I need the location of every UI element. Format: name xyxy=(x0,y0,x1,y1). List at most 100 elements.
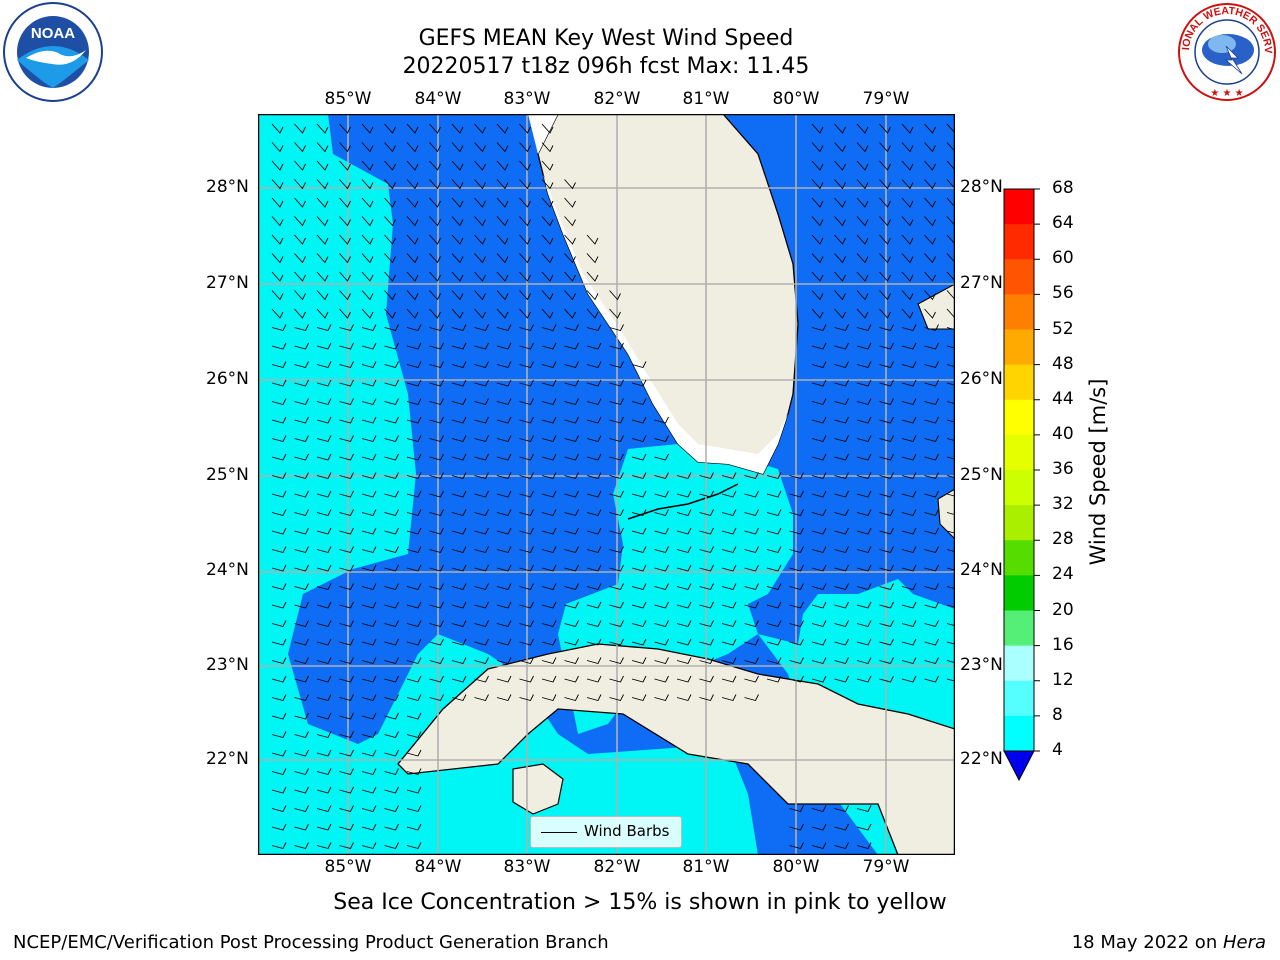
wind-barb xyxy=(271,416,287,424)
wind-barb xyxy=(811,342,827,350)
wind-barb xyxy=(924,361,939,369)
lat-label-left: 26°N xyxy=(206,369,249,389)
wind-barb xyxy=(924,620,939,628)
wind-barb xyxy=(811,308,824,319)
wind-barb xyxy=(316,308,329,319)
wind-barb xyxy=(474,564,489,572)
wind-barb xyxy=(429,216,441,227)
wind-barb xyxy=(406,490,422,498)
wind-barb xyxy=(789,805,804,813)
wind-barb xyxy=(384,601,399,609)
wind-barb xyxy=(361,638,377,646)
wind-barb xyxy=(879,620,894,628)
colorbar-tick-label: 44 xyxy=(1052,388,1074,409)
wind-barb xyxy=(361,805,377,813)
wind-barb xyxy=(946,604,955,608)
wind-barb xyxy=(294,731,309,739)
wind-barb xyxy=(946,549,955,553)
wind-barb xyxy=(834,490,849,498)
wind-barb xyxy=(429,435,444,443)
wind-barb xyxy=(474,583,489,591)
wind-barb xyxy=(564,342,579,350)
wind-barb xyxy=(879,253,891,264)
wind-barb xyxy=(339,361,354,369)
wind-barb xyxy=(879,601,894,609)
wind-barb xyxy=(316,546,332,554)
wind-barb xyxy=(429,253,441,264)
wind-barb xyxy=(699,694,714,702)
wind-barb xyxy=(429,546,444,554)
wind-barb xyxy=(294,435,309,443)
colorbar-cell xyxy=(1004,259,1034,295)
wind-barb xyxy=(496,657,512,665)
wind-barb xyxy=(564,253,576,264)
wind-barb xyxy=(901,253,914,264)
wind-barb xyxy=(564,564,579,572)
wind-barb xyxy=(834,361,849,369)
wind-barb xyxy=(406,197,419,208)
colorbar-cell xyxy=(1004,610,1034,647)
wind-barb xyxy=(316,805,332,813)
wind-barb xyxy=(811,361,827,369)
wind-barb xyxy=(316,398,332,406)
wind-barb xyxy=(339,749,354,757)
wind-barb xyxy=(721,601,737,609)
wind-barb xyxy=(631,583,647,591)
wind-barb xyxy=(586,290,599,301)
wind-barb xyxy=(271,179,284,190)
wind-barb xyxy=(766,638,782,646)
lat-label-right: 23°N xyxy=(960,655,1003,675)
wind-barb xyxy=(451,583,467,591)
colorbar-tick-label: 60 xyxy=(1052,248,1074,269)
wind-barb xyxy=(384,786,399,794)
wind-barb xyxy=(924,601,939,609)
wind-barb xyxy=(609,583,624,591)
wind-barb xyxy=(271,123,284,134)
colorbar-tick-label: 16 xyxy=(1052,634,1074,655)
wind-barb xyxy=(361,308,374,319)
wind-barb xyxy=(429,638,444,646)
wind-barb xyxy=(856,416,872,424)
wind-barb xyxy=(946,438,955,442)
wind-barb xyxy=(834,638,849,646)
wind-barb xyxy=(564,453,579,461)
wind-barb xyxy=(474,601,489,609)
wind-barb xyxy=(451,342,467,350)
wind-barb xyxy=(294,271,306,282)
wind-barb xyxy=(316,142,329,153)
map-legend: Wind Barbs xyxy=(530,816,682,848)
wind-barb xyxy=(294,823,309,831)
wind-barb xyxy=(339,490,354,498)
wind-barb xyxy=(879,675,894,683)
wind-barb xyxy=(496,453,512,461)
wind-barb xyxy=(294,234,306,245)
wind-barb xyxy=(879,564,894,572)
wind-barb xyxy=(811,271,824,282)
wind-barb xyxy=(384,657,399,665)
wind-barb xyxy=(361,694,377,702)
wind-barb xyxy=(879,308,891,319)
wind-barb xyxy=(789,823,804,831)
wind-barb xyxy=(564,509,579,517)
wind-barb xyxy=(564,638,579,646)
wind-barb xyxy=(879,179,891,190)
wind-barb xyxy=(834,453,849,461)
wind-barb xyxy=(946,419,955,423)
wind-barb xyxy=(811,657,827,665)
wind-barb xyxy=(339,472,354,480)
wind-barb xyxy=(834,823,849,831)
colorbar-tick-label: 8 xyxy=(1052,704,1063,725)
wind-barb xyxy=(406,546,422,554)
wind-barb xyxy=(609,601,624,609)
wind-barb xyxy=(564,546,579,554)
wind-barb xyxy=(316,657,332,665)
wind-barb xyxy=(271,657,287,665)
wind-barb xyxy=(811,472,827,480)
wind-barb xyxy=(879,435,894,443)
wind-barb xyxy=(834,271,846,282)
lon-label-bottom: 84°W xyxy=(414,857,462,877)
wind-barb xyxy=(834,234,846,245)
wind-barb xyxy=(699,490,714,498)
wind-barb xyxy=(631,472,647,480)
wind-barb xyxy=(946,179,955,190)
